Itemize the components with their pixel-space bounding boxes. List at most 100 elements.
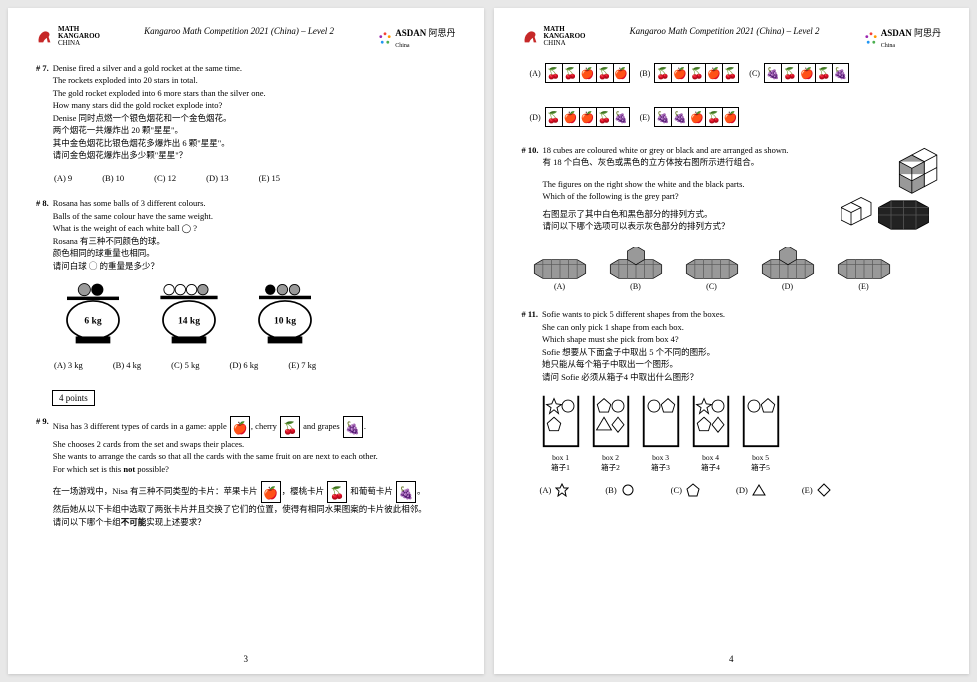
logo-kangaroo: MATHKANGAROOCHINA [36,26,100,47]
asdan-cn: 阿思丹 [428,28,455,38]
cube-shape-icon [530,247,590,279]
asdan-brand-4: ASDAN [881,28,912,38]
fruit-card: 🍎 [671,63,688,83]
fruit-card: 🍒 [815,63,832,83]
diamond-icon [817,483,831,497]
points-box: 4 points [52,390,95,406]
q9-en1b: , cherry [251,421,277,431]
cube-shape-icon [682,247,742,279]
fruit-card: 🍎 [722,107,739,127]
circle-icon [621,483,635,497]
q7-en1: Denise fired a silver and a gold rocket … [53,63,456,74]
q8-opt-a: (A) 3 kg [54,360,83,371]
fruit-card: 🍎 [613,63,630,83]
q11-en1: Sofie wants to pick 5 different shapes f… [542,309,941,320]
box-label-en: box 4 [690,453,732,463]
apple-card-icon: 🍎 [230,416,250,438]
card-strip: 🍒🍒🍎🍒🍎 [545,63,630,83]
fruit-card: 🍎 [688,107,705,127]
question-9: # 9. Nisa has 3 different types of cards… [36,416,456,529]
box-label-en: box 2 [590,453,632,463]
cube-shape-icon [758,247,818,279]
q8-en1: Rosana has some balls of 3 different col… [53,198,456,209]
q8-opt-c: (C) 5 kg [171,360,199,371]
box-label-cn: 箱子5 [740,463,782,473]
fruit-card: 🍒 [545,107,562,127]
q8-scales: 6 kg 14 kg 10 kg [54,281,456,350]
asdan-cn-4: 阿思丹 [914,28,941,38]
q9-opt-label: (B) [640,69,651,78]
page-number-4: 4 [729,654,734,664]
card-strip: 🍒🍎🍎🍒🍇 [545,107,630,127]
q7-options: (A) 9 (B) 10 (C) 12 (D) 13 (E) 15 [54,173,456,184]
q11-en2: She can only pick 1 shape from each box. [542,322,941,333]
q11-opt-c: (C) [671,483,700,497]
kangaroo-icon-4 [522,28,540,46]
grape-card-icon: 🍇 [343,416,363,438]
fruit-card: 🍒 [545,63,562,83]
asdan-sub: China [395,43,409,49]
scale-1: 6 kg [54,281,132,350]
cube-arrangement-icon [841,145,941,237]
q11-opt-d-lbl: (D) [736,485,748,496]
fruit-card: 🍒 [781,63,798,83]
fruit-card: 🍒 [596,63,613,83]
q9-en4: For which set is this not possible? [53,464,456,475]
q10-opt-a: (A) [530,247,590,294]
svg-text:14 kg: 14 kg [178,316,200,326]
q8-cn1: Rosana 有三种不同颜色的球。 [53,236,456,247]
q9-cn1c: 和葡萄卡片 [350,486,393,496]
pentagon-icon [686,483,700,497]
q10-opt-d: (D) [758,247,818,294]
fruit-card: 🍒 [562,63,579,83]
box-icon [640,392,682,450]
q9-opt-b: (B)🍒🍎🍒🍎🍒 [640,63,740,83]
q11-body: Sofie wants to pick 5 different shapes f… [542,309,941,384]
q9-cn1b: ，樱桃卡片 [282,486,325,496]
q11-opt-e-lbl: (E) [802,485,813,496]
q11-opt-b-lbl: (B) [605,485,616,496]
fruit-card: 🍒 [722,63,739,83]
q10-number: # 10. [522,145,539,237]
logo-text-3b: CHINA [544,39,566,47]
q9-number: # 9. [36,416,49,529]
page-number-3: 3 [244,654,249,664]
q10-options: (A)(B)(C)(D)(E) [530,247,942,294]
fruit-card: 🍎 [798,63,815,83]
q7-en3: The gold rocket exploded into 6 more sta… [53,88,456,99]
q11-box-5: box 5箱子5 [740,392,782,473]
q8-number: # 8. [36,198,49,273]
q9-opt-label: (A) [530,69,541,78]
box-label-en: box 5 [740,453,782,463]
q11-opt-e: (E) [802,483,831,497]
q9-en1a: Nisa has 3 different types of cards in a… [53,421,227,431]
box-icon [540,392,582,450]
q7-opt-c: (C) 12 [154,173,176,184]
q10-body: 18 cubes are coloured white or grey or b… [543,145,942,237]
box-label-cn: 箱子4 [690,463,732,473]
q7-opt-b: (B) 10 [102,173,124,184]
q9-body: Nisa has 3 different types of cards in a… [53,416,456,529]
q9-cn1a: 在一场游戏中，Nisa 有三种不同类型的卡片：苹果卡片 [53,486,258,496]
q11-opt-d: (D) [736,483,766,497]
q9-opt-label: (D) [530,113,541,122]
q9-opt-e: (E) 🍇🍇🍎🍒🍎 [640,107,739,127]
page-4: MATHKANGAROOCHINA Kangaroo Math Competit… [494,8,970,674]
q7-cn2: 两个烟花一共爆炸出 20 颗"星星"。 [53,125,456,136]
q9-opt-label: (E) [640,113,650,122]
fruit-card: 🍒 [596,107,613,127]
q9-cn3: 请问以下哪个卡组不可能实现上述要求？ [53,517,456,528]
cherry-card-icon: 🍒 [280,416,300,438]
logo-text-3: CHINA [58,39,80,47]
q11-box-4: box 4箱子4 [690,392,732,473]
q11-number: # 11. [522,309,539,384]
q7-cn1: Denise 同时点燃一个银色烟花和一个金色烟花。 [53,113,456,124]
svg-text:6 kg: 6 kg [84,316,101,326]
card-strip: 🍇🍇🍎🍒🍎 [654,107,739,127]
asdan-sub-4: China [881,43,895,49]
question-11: # 11. Sofie wants to pick 5 different sh… [522,309,942,497]
q8-body: Rosana has some balls of 3 different col… [53,198,456,273]
fruit-card: 🍇 [832,63,849,83]
cherry-card-icon-cn: 🍒 [327,481,347,503]
q11-opt-a: (A) [540,483,570,497]
